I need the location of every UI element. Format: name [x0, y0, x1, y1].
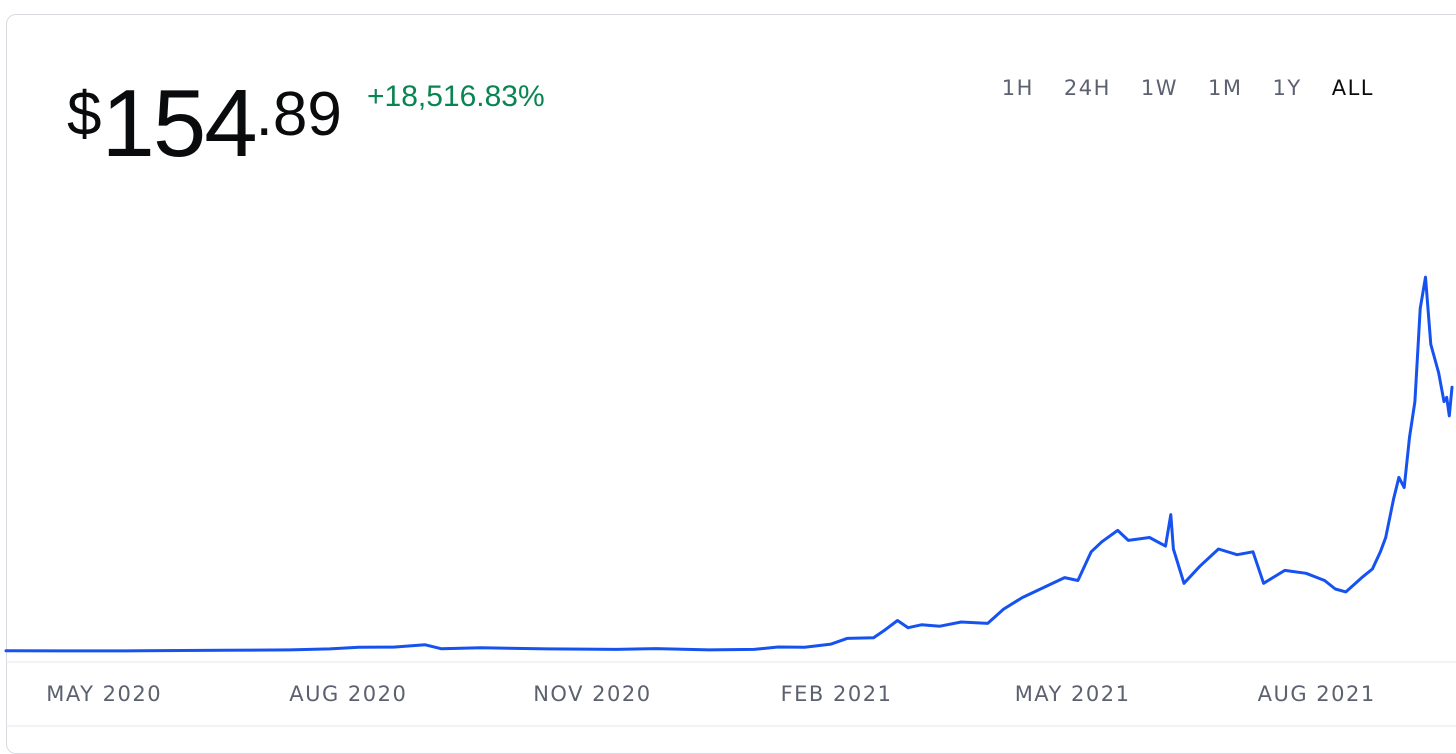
- chart-card: [6, 14, 1456, 754]
- x-axis-labels: MAY 2020 AUG 2020 NOV 2020 FEB 2021 MAY 2021…: [46, 682, 1376, 706]
- price-integer: 154: [101, 70, 257, 177]
- x-tick-label: AUG 2020: [289, 682, 407, 706]
- price-series-line: [4, 275, 1454, 653]
- price-chart[interactable]: MAY 2020 AUG 2020 NOV 2020 FEB 2021 MAY 2021…: [0, 0, 1456, 734]
- x-tick-label: FEB 2021: [781, 682, 893, 706]
- x-tick-label: NOV 2020: [533, 682, 651, 706]
- x-tick-label: MAY 2020: [46, 682, 162, 706]
- range-all[interactable]: ALL: [1331, 76, 1374, 100]
- x-tick-label: MAY 2021: [1015, 682, 1131, 706]
- x-tick-label: AUG 2021: [1258, 682, 1376, 706]
- currency-symbol: $: [67, 80, 102, 149]
- percent-change: +18,516.83%: [367, 80, 545, 113]
- range-1w[interactable]: 1W: [1140, 76, 1179, 100]
- price-display: $154.89: [67, 76, 342, 172]
- price-decimal: .89: [255, 80, 342, 149]
- range-1y[interactable]: 1Y: [1272, 76, 1302, 100]
- range-1h[interactable]: 1H: [1001, 76, 1034, 100]
- time-range-selector: 1H 24H 1W 1M 1Y ALL: [972, 74, 1374, 102]
- range-1m[interactable]: 1M: [1208, 76, 1243, 100]
- range-24h[interactable]: 24H: [1063, 76, 1111, 100]
